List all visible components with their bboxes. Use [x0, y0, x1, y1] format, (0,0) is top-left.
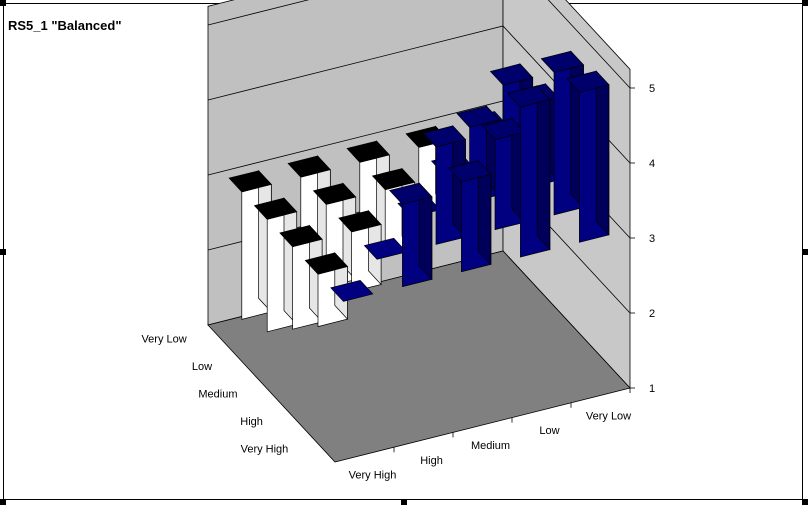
bar-2-1-top	[389, 182, 433, 205]
depth-tick-label: Low	[192, 361, 212, 373]
bar-4-1-side	[536, 85, 551, 251]
depth-tick-label: High	[240, 416, 263, 428]
resize-handle-top-right[interactable]	[802, 0, 808, 6]
bar-3-1-top	[448, 160, 492, 183]
bar-5-2-top	[540, 50, 585, 73]
resize-handle-right[interactable]	[802, 249, 808, 255]
z-tick-label: 5	[649, 83, 655, 95]
bar-1-4-top	[253, 197, 298, 220]
bar-4-3-top	[456, 105, 500, 128]
bar-1-5-top	[228, 170, 272, 193]
bar-2-3-top	[338, 210, 382, 233]
x-tick-label: Low	[539, 425, 559, 437]
bar-1-3-top	[279, 225, 323, 248]
x-tick-label: Very Low	[586, 410, 631, 422]
bar-5-1-side	[595, 70, 610, 236]
depth-tick-label: Very Low	[141, 334, 186, 346]
bar-5-1-top	[566, 70, 610, 93]
bar-4-2-top	[481, 118, 526, 140]
chart-title: RS5_1 "Balanced"	[8, 18, 122, 33]
x-tick-label: Very High	[349, 470, 397, 482]
bar-3-5-top	[346, 140, 390, 163]
bar-2-5-top	[287, 155, 331, 178]
z-tick-label: 3	[649, 233, 655, 245]
bar-5-4-top	[489, 63, 534, 86]
resize-handle-bottom-right[interactable]	[802, 499, 808, 505]
resize-handle-bottom[interactable]	[401, 499, 407, 505]
bar-2-4-top	[312, 183, 357, 205]
x-tick-label: Medium	[471, 440, 510, 452]
z-tick-label: 1	[649, 383, 655, 395]
depth-tick-label: Very High	[241, 443, 289, 455]
z-tick-label: 4	[649, 158, 655, 170]
bar-2-2	[363, 237, 408, 260]
bar-1-1	[330, 279, 374, 302]
bar-4-1-top	[507, 85, 551, 108]
bar-1-2-top	[304, 252, 349, 275]
resize-handle-top-left[interactable]	[0, 0, 6, 6]
resize-handle-left[interactable]	[0, 249, 6, 255]
bar-3-2-top	[422, 125, 467, 148]
gridline	[207, 0, 631, 89]
x-tick-label: High	[420, 455, 443, 467]
z-tick-label: 2	[649, 308, 655, 320]
resize-handle-bottom-left[interactable]	[0, 499, 6, 505]
depth-tick-label: Medium	[198, 389, 237, 401]
bar-3-4-top	[371, 168, 416, 190]
